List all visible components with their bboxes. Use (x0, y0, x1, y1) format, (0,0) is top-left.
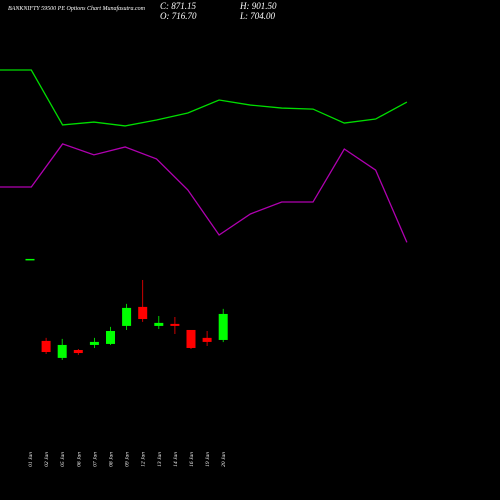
candle-body (106, 330, 115, 344)
candle-body (138, 306, 148, 320)
open-label: O: 716.70 (160, 11, 197, 21)
candle-body (202, 337, 212, 342)
x-tick-label: 07 Jan (92, 452, 98, 467)
x-tick-label: 16 Jan (189, 452, 195, 467)
x-tick-label: 02 Jan (44, 452, 50, 467)
x-tick-label: 08 Jan (109, 452, 115, 467)
high-label: H: 901.50 (239, 1, 277, 11)
candle-body (41, 340, 51, 353)
candle-body (89, 341, 99, 345)
candle-body (218, 313, 228, 340)
indicator-line (0, 69, 408, 127)
candle-body (57, 344, 67, 358)
x-tick-label: 06 Jan (76, 452, 82, 467)
candle-body (73, 350, 83, 354)
x-tick-label: 13 Jan (157, 452, 163, 467)
x-tick-label: 12 Jan (141, 452, 147, 467)
close-label: C: 871.15 (160, 1, 197, 11)
candle-body (122, 307, 132, 326)
x-tick-label: 14 Jan (172, 452, 179, 467)
candle-body (25, 258, 35, 261)
chart-title: BANKNIFTY 59500 PE Options Chart Munafas… (8, 5, 146, 12)
candle-body (154, 322, 164, 326)
candle-body (186, 329, 196, 348)
indicator-line (0, 143, 408, 243)
x-tick-label: 20 Jan (221, 452, 227, 467)
x-tick-label: 05 Jan (60, 452, 66, 467)
x-tick-label: 09 Jan (125, 452, 131, 467)
candle-body (170, 323, 180, 326)
low-label: L: 704.00 (239, 11, 276, 21)
x-tick-label: 01 Jan (28, 452, 34, 467)
x-tick-label: 19 Jan (205, 452, 211, 467)
